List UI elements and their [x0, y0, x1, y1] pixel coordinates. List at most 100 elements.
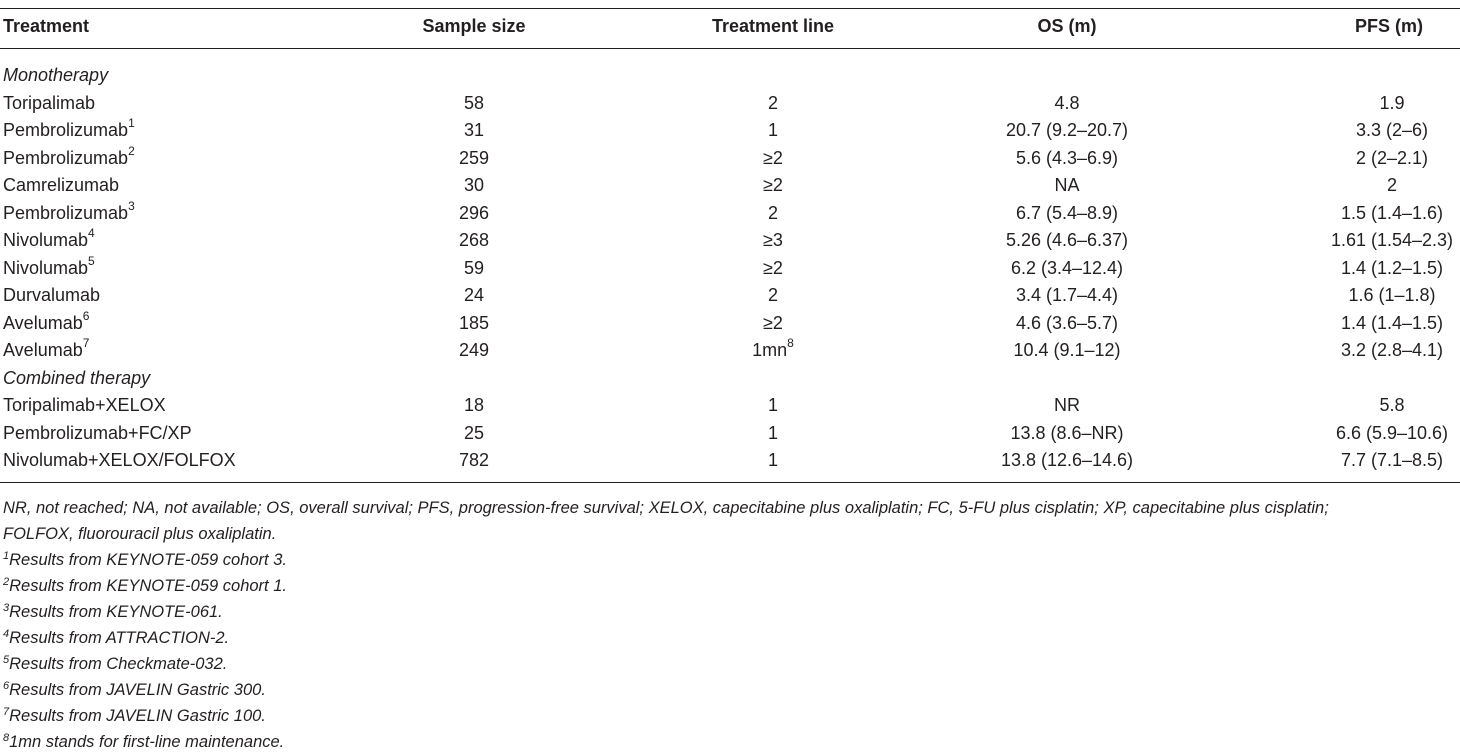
sample-size-cell: 268 — [458, 230, 490, 250]
footnote-text: 1mn stands for first-line maintenance. — [9, 733, 285, 751]
pfs-cell: 3.2 (2.8–4.1) — [1340, 340, 1444, 360]
treatment-line-cell: ≥2 — [673, 172, 873, 199]
pfs-cell: 1.61 (1.54–2.3) — [1330, 230, 1454, 250]
pfs-cell: 3.3 (2–6) — [1355, 120, 1429, 140]
treatment-name: Camrelizumab — [3, 175, 120, 195]
footnote: 1Results from KEYNOTE-059 cohort 3. — [3, 547, 1458, 573]
sample-size-cell: 31 — [463, 120, 485, 140]
treatment-name: Avelumab — [3, 340, 83, 360]
section-title: Monotherapy — [3, 65, 109, 85]
os-cell: 6.2 (3.4–12.4) — [1010, 257, 1124, 278]
header-os: OS (m) — [1037, 16, 1097, 36]
treatment-footnote-marker: 4 — [88, 226, 95, 240]
footnote: 81mn stands for first-line maintenance. — [3, 729, 1458, 755]
table-row: Nivolumab4 268 ≥3 5.26 (4.6–6.37) 1.61 (1.54… — [0, 227, 1460, 254]
pfs-cell: 1.4 (1.2–1.5) — [1340, 257, 1444, 278]
top-rule — [0, 8, 1460, 9]
sample-size-cell: 18 — [463, 395, 485, 415]
treatment-cell: Durvalumab — [3, 282, 100, 309]
footnote-text: Results from ATTRACTION-2. — [9, 629, 230, 647]
footnote-text: Results from KEYNOTE-059 cohort 1. — [9, 577, 287, 595]
treatment-cell: Pembrolizumab+FC/XP — [3, 420, 192, 447]
pfs-cell: 5.8 — [1379, 395, 1405, 415]
os-cell: 5.6 (4.3–6.9) — [1015, 147, 1119, 168]
os-cell: 3.4 (1.7–4.4) — [1015, 285, 1119, 305]
treatment-name: Toripalimab — [3, 92, 96, 113]
os-cell: 4.6 (3.6–5.7) — [1015, 312, 1119, 333]
treatment-line-value: 1 — [767, 395, 778, 415]
treatment-line-cell: 2 — [673, 200, 873, 227]
treatment-line-cell: ≥2 — [673, 255, 873, 282]
footnote-marker: 1 — [3, 550, 10, 562]
treatment-line-value: ≥2 — [763, 175, 783, 195]
table-row: Avelumab7 249 1mn8 10.4 (9.1–12) 3.2 (2.8–4.… — [0, 337, 1460, 364]
os-cell: 13.8 (8.6–NR) — [1010, 422, 1124, 443]
table-row: Toripalimab 58 2 4.8 1.9 — [0, 90, 1460, 117]
treatment-line-cell: 1 — [673, 420, 873, 447]
footnote: 7Results from JAVELIN Gastric 100. — [3, 703, 1458, 729]
treatment-cell: Avelumab6 — [3, 310, 89, 337]
treatment-line-value: 2 — [767, 285, 778, 305]
footnote: 6Results from JAVELIN Gastric 300. — [3, 677, 1458, 703]
treatment-line-cell: ≥2 — [673, 310, 873, 337]
treatment-footnote-marker: 1 — [128, 116, 135, 130]
table-row: Avelumab6 185 ≥2 4.6 (3.6–5.7) 1.4 (1.4–1.5) — [0, 310, 1460, 337]
treatment-cell: Toripalimab+XELOX — [3, 392, 166, 419]
sample-size-cell: 782 — [458, 450, 490, 470]
treatment-cell: Avelumab7 — [3, 337, 89, 364]
treatment-footnote-marker: 2 — [128, 143, 135, 158]
sample-size-cell: 24 — [463, 285, 485, 305]
treatment-line-value: 1mn — [752, 340, 788, 360]
treatment-cell: Nivolumab+XELOX/FOLFOX — [3, 447, 236, 474]
treatment-line-cell: 1 — [673, 392, 873, 419]
header-row: Treatment Sample size Treatment line OS … — [0, 13, 1460, 40]
header-pfs: PFS (m) — [1354, 16, 1423, 36]
footnote-text: Results from KEYNOTE-059 cohort 3. — [9, 551, 287, 569]
treatment-line-cell: ≥3 — [673, 227, 873, 254]
treatment-footnote-marker: 5 — [88, 253, 95, 268]
treatment-line-value: 1 — [767, 422, 778, 443]
treatment-name: Pembrolizumab — [3, 120, 129, 140]
treatment-name: Nivolumab — [3, 230, 89, 250]
footnote: 2Results from KEYNOTE-059 cohort 1. — [3, 573, 1458, 599]
pfs-cell: 1.4 (1.4–1.5) — [1340, 312, 1444, 333]
pfs-cell: 1.5 (1.4–1.6) — [1340, 202, 1444, 223]
sample-size-cell: 25 — [463, 422, 485, 443]
bottom-rule — [0, 482, 1460, 483]
table-row: Pembrolizumab1 31 1 20.7 (9.2–20.7) 3.3 (2–6… — [0, 117, 1460, 144]
header-sample-size: Sample size — [422, 16, 526, 36]
abbreviations-line-1: NR, not reached; NA, not available; OS, … — [3, 499, 1329, 517]
line-footnote-marker: 8 — [787, 336, 794, 350]
os-cell: 10.4 (9.1–12) — [1013, 340, 1121, 360]
table-row: Nivolumab+XELOX/FOLFOX 782 1 13.8 (12.6–14.… — [0, 447, 1460, 474]
sample-size-cell: 296 — [458, 202, 490, 223]
footnote-marker: 3 — [3, 602, 10, 614]
treatment-line-cell: 1 — [673, 117, 873, 144]
sample-size-cell: 30 — [463, 175, 485, 195]
treatment-cell: Nivolumab5 — [3, 255, 95, 282]
table-row: Durvalumab 24 2 3.4 (1.7–4.4) 1.6 (1–1.8) — [0, 282, 1460, 309]
os-cell: 5.26 (4.6–6.37) — [1005, 230, 1129, 250]
table-footnotes: NR, not reached; NA, not available; OS, … — [3, 495, 1458, 755]
footnote-text: Results from JAVELIN Gastric 100. — [9, 707, 266, 725]
treatment-line-value: 1 — [767, 450, 778, 470]
treatment-cell: Camrelizumab — [3, 172, 119, 199]
sample-size-cell: 249 — [458, 340, 490, 360]
header-rule — [0, 48, 1460, 49]
os-cell: 6.7 (5.4–8.9) — [1015, 202, 1119, 223]
footnote-text: Results from JAVELIN Gastric 300. — [9, 681, 266, 699]
header-treatment-line: Treatment line — [711, 16, 835, 36]
sample-size-cell: 59 — [463, 257, 485, 278]
treatment-line-value: ≥3 — [763, 230, 783, 250]
table-row: Pembrolizumab3 296 2 6.7 (5.4–8.9) 1.5 (1.4–… — [0, 200, 1460, 227]
treatment-cell: Nivolumab4 — [3, 227, 95, 254]
table-row: Pembrolizumab2 259 ≥2 5.6 (4.3–6.9) 2 (2–2.1… — [0, 145, 1460, 172]
pfs-cell: 6.6 (5.9–10.6) — [1335, 422, 1449, 443]
footnote-text: Results from KEYNOTE-061. — [9, 603, 223, 621]
treatment-cell: Toripalimab — [3, 90, 95, 117]
footnote-marker: 8 — [3, 732, 10, 744]
treatment-name: Nivolumab — [3, 257, 89, 278]
treatment-name: Toripalimab+XELOX — [3, 395, 166, 415]
os-cell: 4.8 — [1054, 92, 1080, 113]
sample-size-cell: 185 — [458, 312, 490, 333]
